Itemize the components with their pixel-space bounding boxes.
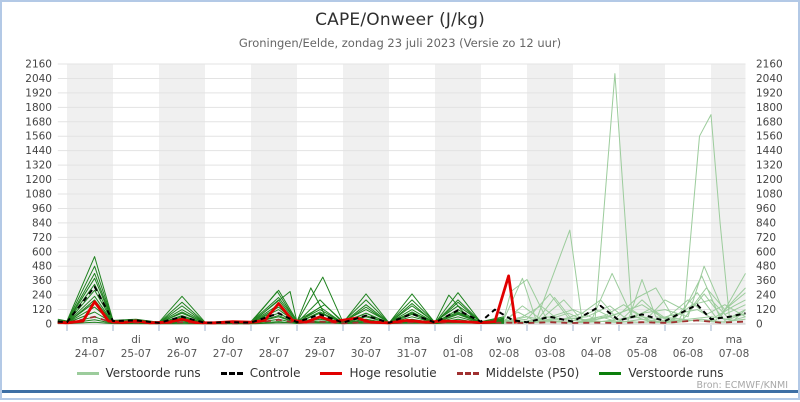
x-axis-date-label: 07-08 (719, 348, 750, 360)
x-axis-date-label: 03-08 (535, 348, 566, 360)
y-axis-tick-label-left: 2160 (25, 59, 52, 71)
y-axis-tick-label-left: 1080 (25, 189, 52, 201)
y-axis-tick-label-right: 720 (756, 232, 776, 244)
x-axis-date-label: 02-08 (489, 348, 520, 360)
control-line (57, 285, 746, 324)
legend-label: Verstoorde runs (628, 366, 724, 380)
legend-item-2: Hoge resolutie (320, 366, 437, 380)
x-axis-weekday-label: wo (496, 334, 511, 346)
y-axis-tick-label-right: 1320 (756, 160, 783, 172)
x-axis-date-label: 04-08 (581, 348, 612, 360)
x-axis-weekday-label: vr (591, 334, 602, 346)
ensemble-member-light (503, 309, 746, 324)
legend-label: Controle (249, 366, 301, 380)
x-axis-date-label: 26-07 (167, 348, 198, 360)
y-axis-tick-label-left: 1440 (25, 145, 52, 157)
x-axis-weekday-label: di (131, 334, 141, 346)
x-axis-weekday-label: ma (82, 334, 99, 346)
legend-swatch-icon (76, 371, 99, 375)
x-axis-date-label: 30-07 (351, 348, 382, 360)
x-axis-weekday-label: do (543, 334, 556, 346)
y-axis-tick-label-left: 0 (45, 319, 52, 331)
bottom-rule-divider (2, 390, 798, 393)
y-axis-tick-label-left: 720 (32, 232, 52, 244)
y-axis-tick-label-right: 840 (756, 217, 776, 229)
x-axis-date-label: 06-08 (673, 348, 704, 360)
x-axis-weekday-label: do (221, 334, 234, 346)
legend-label: Hoge resolutie (349, 366, 437, 380)
x-axis-date-label: 24-07 (75, 348, 106, 360)
legend-item-0: Verstoorde runs (76, 366, 201, 380)
y-axis-tick-label-right: 0 (756, 319, 763, 331)
y-axis-tick-label-right: 1440 (756, 145, 783, 157)
y-axis-tick-label-left: 360 (32, 275, 52, 287)
y-axis-tick-label-right: 480 (756, 261, 776, 273)
x-axis-weekday-label: zo (360, 334, 372, 346)
y-axis-tick-label-left: 840 (32, 217, 52, 229)
y-axis-tick-label-right: 1560 (756, 131, 783, 143)
y-axis-tick-label-right: 960 (756, 203, 776, 215)
y-axis-tick-label-left: 600 (32, 246, 52, 258)
legend-swatch-icon (599, 371, 622, 375)
chart-legend: Verstoorde runs Controle Hoge resolutie Mid… (2, 366, 798, 380)
y-axis-tick-label-left: 1680 (25, 116, 52, 128)
y-axis-tick-label-right: 240 (756, 290, 776, 302)
legend-label: Middelste (P50) (485, 366, 580, 380)
y-axis-tick-label-right: 2160 (756, 59, 783, 71)
legend-swatch-icon (220, 371, 243, 375)
y-axis-tick-label-right: 2040 (756, 73, 783, 85)
y-axis-tick-label-left: 1800 (25, 102, 52, 114)
legend-swatch-icon (456, 371, 479, 375)
y-axis-tick-label-right: 1200 (756, 174, 783, 186)
hres-line (57, 274, 517, 325)
legend-label: Verstoorde runs (105, 366, 201, 380)
y-axis-tick-label-right: 1080 (756, 189, 783, 201)
x-axis-date-label: 29-07 (305, 348, 336, 360)
y-axis-tick-label-right: 120 (756, 304, 776, 316)
x-axis-weekday-label: wo (174, 334, 189, 346)
x-axis-date-label: 31-07 (397, 348, 428, 360)
y-axis-tick-label-left: 1920 (25, 87, 52, 99)
y-axis-tick-label-right: 360 (756, 275, 776, 287)
y-axis-tick-label-left: 960 (32, 203, 52, 215)
x-axis-date-label: 05-08 (627, 348, 658, 360)
legend-swatch-icon (320, 371, 343, 375)
legend-item-4: Verstoorde runs (599, 366, 723, 380)
y-axis-tick-label-left: 1560 (25, 131, 52, 143)
x-axis-weekday-label: di (453, 334, 463, 346)
ensemble-member-light (503, 265, 746, 322)
x-axis-weekday-label: ma (726, 334, 743, 346)
y-axis-tick-label-right: 1680 (756, 116, 783, 128)
page-subtitle: Groningen/Eelde, zondag 23 juli 2023 (Ve… (238, 36, 562, 50)
page-title: CAPE/Onweer (J/kg) (315, 10, 485, 30)
y-axis-tick-label-left: 240 (32, 290, 52, 302)
legend-item-3: Middelste (P50) (456, 366, 580, 380)
source-credit: Bron: ECMWF/KNMI (696, 380, 789, 391)
x-axis-date-label: 27-07 (213, 348, 244, 360)
x-axis-date-label: 25-07 (121, 348, 152, 360)
y-axis-tick-label-left: 1200 (25, 174, 52, 186)
ensemble-member-light (503, 287, 746, 323)
y-axis-tick-label-left: 1320 (25, 160, 52, 172)
y-axis-tick-label-left: 2040 (25, 73, 52, 85)
y-axis-tick-label-right: 1920 (756, 87, 783, 99)
y-axis-tick-label-left: 480 (32, 261, 52, 273)
x-axis-weekday-label: za (314, 334, 326, 346)
x-axis-weekday-label: ma (404, 334, 421, 346)
x-axis-date-label: 01-08 (443, 348, 474, 360)
x-axis-weekday-label: za (636, 334, 648, 346)
x-axis-weekday-label: zo (682, 334, 694, 346)
y-axis-tick-label-right: 1800 (756, 102, 783, 114)
legend-item-1: Controle (220, 366, 301, 380)
x-axis-weekday-label: vr (269, 334, 280, 346)
x-axis-date-label: 28-07 (259, 348, 290, 360)
y-axis-tick-label-right: 600 (756, 246, 776, 258)
y-axis-tick-label-left: 120 (32, 304, 52, 316)
